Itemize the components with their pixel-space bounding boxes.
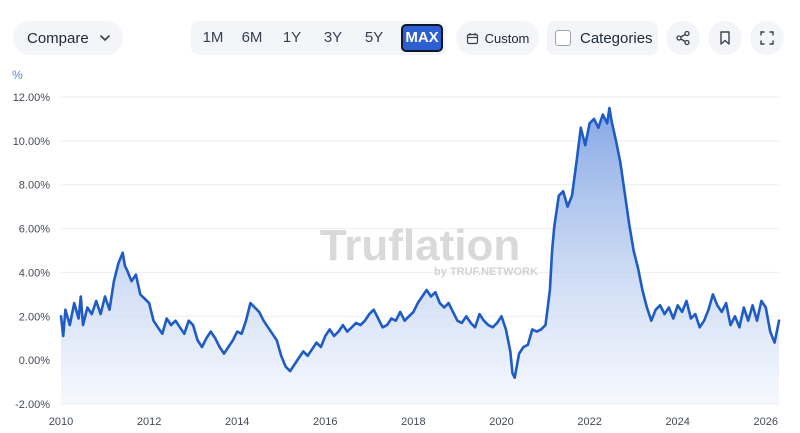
- truflation-watermark: Truflation by TRUF.NETWORK: [320, 221, 538, 278]
- chevron-down-icon: [99, 35, 110, 41]
- range-1y[interactable]: 1Y: [282, 29, 302, 46]
- categories-label: Categories: [580, 29, 653, 47]
- calendar-icon: [466, 32, 478, 44]
- series-line[interactable]: [59, 106, 781, 379]
- y-tick-label: -2.00%: [15, 399, 50, 411]
- y-tick-label: 6.00%: [19, 224, 50, 236]
- x-axis-ticks: 2010 2012 2014 2016 2018 2020 2022 2024 2026: [49, 416, 778, 428]
- x-tick-label: 2014: [225, 416, 249, 428]
- share-icon: [676, 30, 690, 46]
- x-tick-label: 2026: [754, 416, 778, 428]
- x-tick-label: 2018: [401, 416, 425, 428]
- watermark-byline: by TRUF.NETWORK: [434, 266, 538, 278]
- x-tick-label: 2022: [577, 416, 601, 428]
- range-5y[interactable]: 5Y: [364, 29, 384, 46]
- y-axis-ticks: 12.00% 10.00% 8.00% 6.00% 4.00% 2.00% 0.00% -2.…: [13, 92, 51, 411]
- chart-toolbar: Compare 1M 6M 1Y 3Y 5Y MAX Custom Catego…: [0, 0, 800, 76]
- range-3y[interactable]: 3Y: [323, 29, 343, 46]
- compare-label: Compare: [27, 29, 89, 47]
- watermark-brand: Truflation: [320, 221, 520, 270]
- bookmark-button[interactable]: [708, 21, 742, 55]
- x-tick-label: 2020: [489, 416, 513, 428]
- categories-toggle[interactable]: Categories: [547, 21, 658, 55]
- y-tick-label: 0.00%: [19, 355, 50, 367]
- y-tick-label: 4.00%: [19, 267, 50, 279]
- fullscreen-icon: [760, 31, 774, 45]
- y-axis-unit-label: %: [12, 68, 23, 82]
- y-tick-label: 8.00%: [19, 180, 50, 192]
- x-tick-label: 2016: [313, 416, 337, 428]
- x-tick-label: 2010: [49, 416, 73, 428]
- categories-checkbox[interactable]: [555, 30, 571, 46]
- compare-dropdown[interactable]: Compare: [13, 21, 123, 55]
- y-tick-label: 10.00%: [13, 136, 51, 148]
- share-button[interactable]: [666, 21, 700, 55]
- range-6m[interactable]: 6M: [241, 29, 263, 46]
- series-area-fill: [61, 108, 779, 404]
- fullscreen-button[interactable]: [750, 21, 784, 55]
- y-tick-label: 12.00%: [13, 92, 51, 104]
- range-selector: 1M 6M 1Y 3Y 5Y MAX: [191, 21, 446, 55]
- y-tick-label: 2.00%: [19, 311, 50, 323]
- x-tick-label: 2024: [665, 416, 689, 428]
- custom-label: Custom: [484, 30, 530, 46]
- x-tick-label: 2012: [137, 416, 161, 428]
- bookmark-icon: [720, 31, 730, 45]
- range-1m[interactable]: 1M: [202, 29, 224, 46]
- custom-range-button[interactable]: Custom: [456, 21, 539, 55]
- range-max[interactable]: MAX: [401, 24, 443, 52]
